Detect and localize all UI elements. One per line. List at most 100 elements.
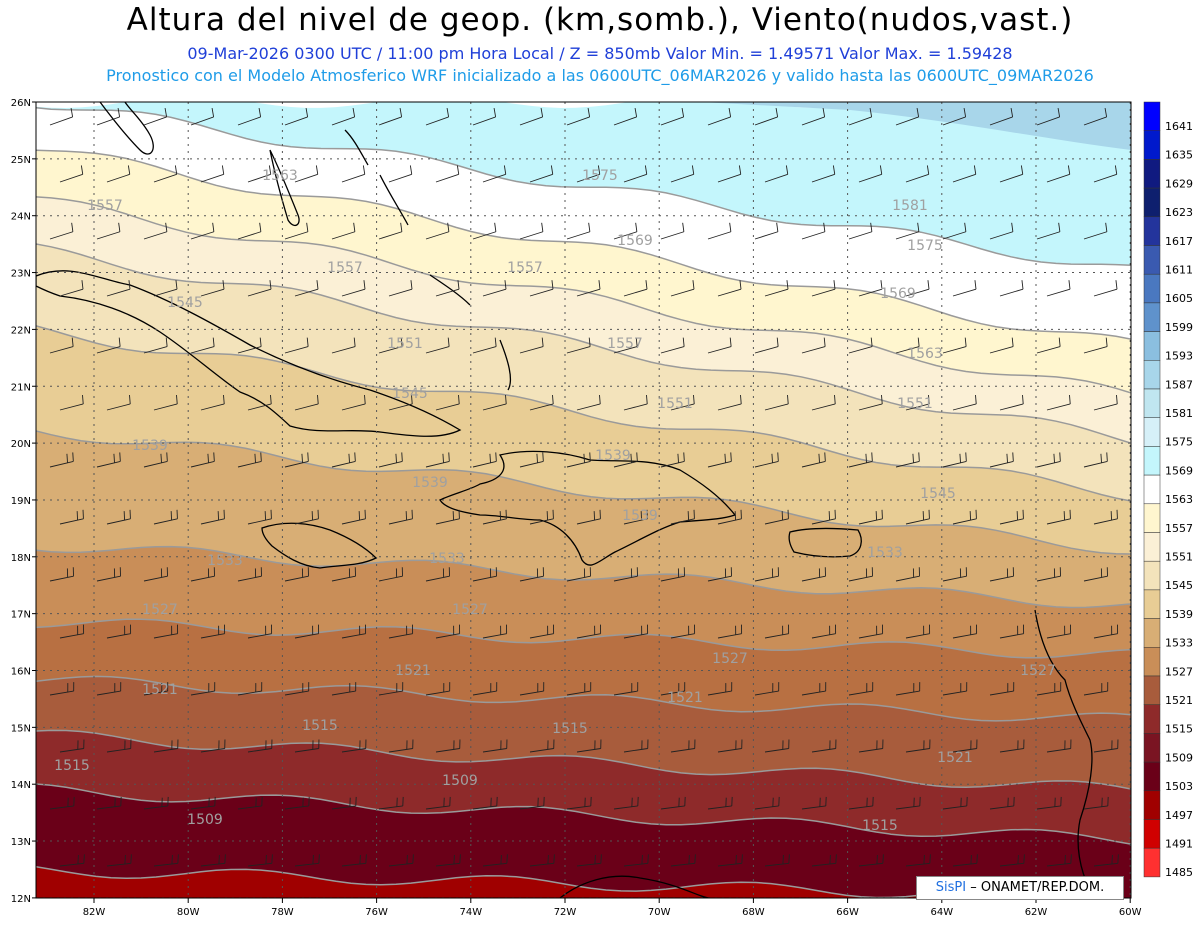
colorbar-swatch — [1143, 589, 1161, 619]
lon-label: 66W — [836, 907, 859, 918]
wind-barb — [754, 108, 779, 126]
wind-barb — [388, 854, 414, 867]
puerto-rico-coastline — [788, 527, 862, 558]
lon-label: 74W — [459, 907, 482, 918]
wind-barb — [707, 337, 732, 354]
wind-barb — [999, 624, 1025, 639]
wind-barb — [482, 739, 508, 753]
wind-barb — [529, 854, 555, 867]
wind-barb — [942, 337, 967, 354]
wind-barb — [848, 108, 873, 126]
wind-barb — [717, 509, 742, 525]
wind-barb — [435, 394, 460, 411]
isoline-1563 — [36, 149, 1131, 340]
colorbar-swatch — [1143, 159, 1161, 189]
wind-barb — [190, 108, 215, 126]
colorbar-label: 1635 — [1165, 149, 1193, 162]
wind-barb — [895, 682, 921, 696]
wind-barb — [472, 452, 497, 468]
wind-barb — [200, 624, 226, 639]
wind-barb — [895, 337, 920, 354]
colorbar-swatch — [1143, 704, 1161, 734]
wind-barb — [576, 394, 601, 411]
colorbar-label: 1521 — [1165, 694, 1193, 707]
isoline-1557 — [36, 196, 1131, 394]
wind-barb — [529, 394, 554, 411]
wind-barb — [811, 739, 837, 753]
wind-barb — [660, 567, 685, 582]
wind-barb — [764, 280, 789, 297]
wind-barb — [905, 280, 930, 297]
wind-barb — [811, 854, 837, 867]
wind-barb — [1083, 796, 1109, 810]
wind-barb — [388, 394, 413, 411]
band-1551 — [36, 244, 1131, 501]
lesser-antilles-coastline — [1034, 609, 1093, 891]
isoline-1533 — [36, 545, 1131, 609]
wind-barb — [942, 108, 967, 126]
longitude-labels: 82W 80W 78W 76W 74W 72W 70W 68W 66W 64W 62W 60W — [83, 898, 1142, 918]
lat-label: 12N — [11, 894, 31, 905]
colorbar-swatch — [1143, 273, 1161, 304]
wind-barb — [96, 222, 121, 240]
wind-barb — [858, 280, 883, 297]
wind-barb — [670, 394, 695, 411]
wind-barb — [952, 854, 978, 867]
wind-barb — [801, 222, 826, 240]
wind-barb — [707, 796, 733, 810]
contour-label: 1557 — [87, 198, 123, 214]
wind-barb — [378, 682, 404, 696]
contour-label: 1539 — [595, 448, 631, 464]
wind-barb — [425, 567, 450, 582]
wind-barb — [482, 854, 508, 867]
colorbar-swatch — [1143, 101, 1161, 131]
wind-barb — [1093, 739, 1119, 753]
wind-barb — [660, 452, 685, 468]
colorbar-label: 1575 — [1165, 436, 1193, 449]
wind-barb — [96, 796, 122, 810]
wind-barb — [905, 739, 931, 753]
colorbar-label: 1563 — [1165, 493, 1193, 506]
wind-barb — [284, 222, 309, 240]
wind-barb — [519, 108, 544, 126]
wind-barb — [1036, 337, 1061, 354]
band-1581 — [700, 102, 1131, 150]
contour-label: 1539 — [132, 438, 168, 454]
wind-barb — [237, 452, 262, 468]
wind-barb — [754, 567, 779, 582]
wind-barb — [200, 165, 225, 183]
latitude-labels: 26N 25N 24N 23N 22N 21N 20N 19N 18N 17N 16N 15N 14N 1… — [11, 98, 36, 905]
wind-barb — [143, 222, 168, 240]
wind-barb — [670, 165, 695, 183]
wind-barb — [247, 624, 273, 639]
wind-barb — [858, 394, 883, 411]
colorbar-swatch — [1143, 216, 1161, 246]
map-title: Altura del nivel de geop. (km,somb.), Vi… — [126, 2, 1074, 38]
wind-barb — [576, 509, 601, 525]
bahamas-coastline-3 — [379, 174, 409, 226]
wind-barb — [388, 739, 414, 753]
wind-barb — [472, 222, 497, 240]
wind-barb — [106, 280, 131, 297]
wind-barb — [905, 165, 930, 183]
wind-barb — [613, 567, 638, 582]
wind-barb — [613, 682, 639, 696]
contour-label: 1533 — [207, 553, 243, 569]
lon-label: 78W — [271, 907, 294, 918]
colorbar-swatch — [1143, 847, 1161, 878]
wind-barb — [435, 165, 460, 183]
colorbar-label: 1557 — [1165, 522, 1193, 535]
contour-label: 1527 — [712, 651, 748, 667]
wind-barb — [378, 108, 403, 126]
wind-barb — [435, 509, 460, 525]
wind-barb — [1093, 854, 1119, 867]
wind-barb — [1046, 509, 1071, 525]
colorbar-swatch — [1143, 446, 1161, 476]
wind-barb — [989, 108, 1014, 126]
wind-barb — [435, 280, 460, 297]
contour-label: 1509 — [442, 773, 478, 789]
wind-barb — [999, 739, 1025, 753]
contour-label: 1581 — [892, 198, 928, 214]
contour-label: 1527 — [452, 602, 488, 618]
isoline-1521 — [36, 675, 1131, 722]
